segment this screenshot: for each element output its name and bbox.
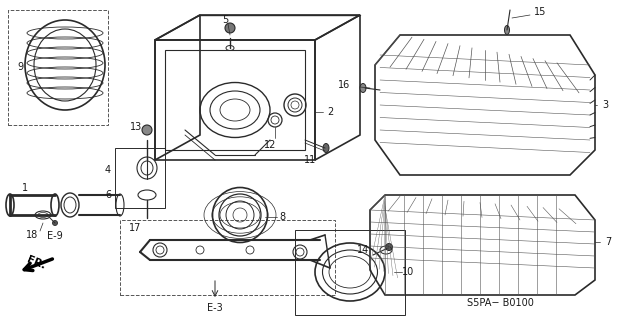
Bar bbox=[155, 40, 315, 160]
Text: E-3: E-3 bbox=[207, 303, 223, 313]
Ellipse shape bbox=[52, 220, 58, 226]
Text: 12: 12 bbox=[264, 140, 276, 150]
Text: 17: 17 bbox=[129, 223, 141, 233]
Ellipse shape bbox=[323, 144, 329, 152]
Text: 11: 11 bbox=[304, 155, 316, 165]
Text: 9: 9 bbox=[17, 62, 23, 72]
Ellipse shape bbox=[225, 23, 235, 33]
Text: 5: 5 bbox=[222, 15, 228, 25]
Ellipse shape bbox=[385, 243, 392, 250]
Text: 13: 13 bbox=[130, 122, 142, 132]
Bar bbox=[8, 10, 108, 125]
Bar bbox=[120, 220, 335, 295]
Text: E-9: E-9 bbox=[47, 231, 63, 241]
Text: 3: 3 bbox=[602, 100, 608, 110]
Text: 15: 15 bbox=[534, 7, 546, 17]
Text: 2: 2 bbox=[327, 107, 333, 117]
Text: 10: 10 bbox=[402, 267, 414, 277]
Text: 4: 4 bbox=[105, 165, 111, 175]
Ellipse shape bbox=[360, 84, 366, 93]
Text: 18: 18 bbox=[26, 230, 38, 240]
Bar bbox=[165, 50, 305, 150]
Text: 7: 7 bbox=[605, 237, 611, 247]
Text: 1: 1 bbox=[22, 183, 28, 193]
Text: 14: 14 bbox=[357, 245, 369, 255]
Bar bbox=[295, 230, 405, 315]
Ellipse shape bbox=[142, 125, 152, 135]
Text: 16: 16 bbox=[338, 80, 350, 90]
Bar bbox=[115, 148, 165, 208]
Text: 6: 6 bbox=[105, 190, 111, 200]
Text: S5PA− B0100: S5PA− B0100 bbox=[467, 298, 533, 308]
Text: FR.: FR. bbox=[25, 255, 47, 271]
Text: 8: 8 bbox=[279, 212, 285, 222]
Ellipse shape bbox=[504, 26, 509, 34]
